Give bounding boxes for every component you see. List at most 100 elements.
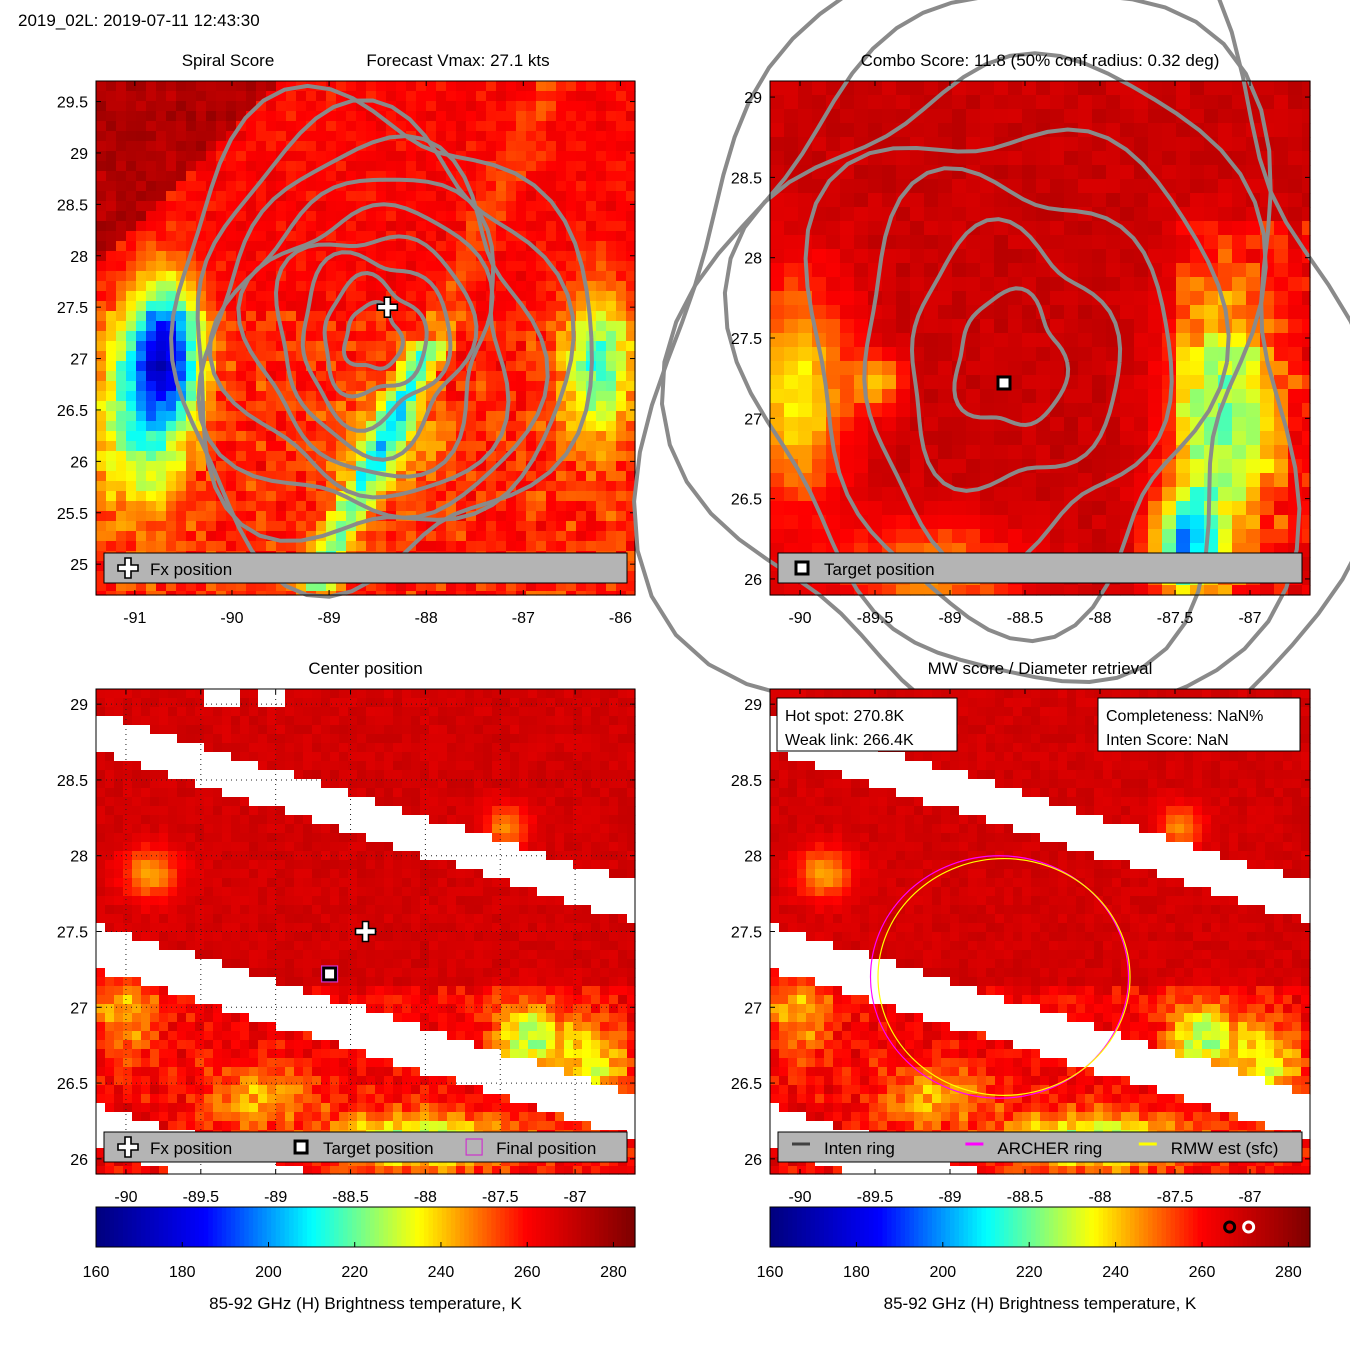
heatmap-cell [366,391,377,402]
heatmap-cell [506,501,517,512]
heatmap-cell [96,1157,106,1167]
heatmap-cell [506,111,517,122]
heatmap-cell [132,1085,142,1095]
heatmap-cell [336,521,347,532]
heatmap-cell [286,281,297,292]
heatmap-cell [1204,207,1219,222]
heatmap-cell [1106,249,1121,264]
heatmap-cell [156,191,167,202]
heatmap-cell [526,521,537,532]
heatmap-cell [966,305,981,320]
heatmap-cell [336,221,347,232]
heatmap-cell [556,421,567,432]
heatmap-cell [566,521,577,532]
heatmap-cell [446,461,457,472]
heatmap-cell [516,521,527,532]
heatmap-cell [166,191,177,202]
heatmap-cell [326,421,337,432]
heatmap-cell [506,411,517,422]
heatmap-cell [1120,193,1135,208]
heatmap-cell [376,131,387,142]
heatmap-cell [306,251,317,262]
heatmap-cell [606,171,617,182]
heatmap-cell [596,81,607,92]
heatmap-cell [616,261,627,272]
heatmap-cell [1204,515,1219,530]
heatmap-cell [784,235,799,250]
heatmap-cell [616,371,627,382]
heatmap-cell [868,221,883,236]
heatmap-cell [316,131,327,142]
heatmap-cell [506,341,517,352]
heatmap-cell [466,321,477,332]
heatmap-cell [1302,375,1311,390]
heatmap-cell [296,151,307,162]
heatmap-cell [566,431,577,442]
heatmap-cell [326,391,337,402]
heatmap-cell [105,959,115,969]
heatmap-cell [286,261,297,272]
heatmap-cell [1120,585,1135,596]
heatmap-cell [486,191,497,202]
heatmap-cell [226,451,237,462]
heatmap-cell [123,950,133,960]
heatmap-cell [476,591,487,596]
heatmap-cell [116,211,127,222]
heatmap-cell [526,341,537,352]
heatmap-cell [980,333,995,348]
heatmap-cell [141,734,151,744]
heatmap-cell [176,591,187,596]
heatmap-cell [586,421,597,432]
heatmap-cell [626,201,636,212]
heatmap-cell [826,333,841,348]
heatmap-cell [596,311,607,322]
heatmap-cell [106,361,117,372]
heatmap-cell [952,291,967,306]
heatmap-cell [286,331,297,342]
heatmap-cell [96,301,107,312]
heatmap-cell [196,481,207,492]
heatmap-cell [226,121,237,132]
heatmap-cell [416,161,427,172]
heatmap-cell [596,201,607,212]
heatmap-cell [506,351,517,362]
heatmap-cell [1246,403,1261,418]
heatmap-cell [596,511,607,522]
heatmap-cell [536,101,547,112]
heatmap-cell [476,401,487,412]
heatmap-cell [366,521,377,532]
heatmap-cell [476,141,487,152]
heatmap-cell [246,341,257,352]
heatmap-cell [166,431,177,442]
heatmap-cell [114,725,124,735]
heatmap-cell [246,81,257,92]
heatmap-cell [1204,347,1219,362]
heatmap-cell [156,301,167,312]
heatmap-cell [576,141,587,152]
heatmap-cell [446,581,457,592]
heatmap-cell [436,101,447,112]
heatmap-cell [840,403,855,418]
heatmap-cell [1162,501,1177,516]
heatmap-cell [236,91,247,102]
heatmap-cell [910,235,925,250]
heatmap-cell [496,481,507,492]
heatmap-cell [1274,221,1289,236]
heatmap-cell [159,1067,169,1077]
heatmap-cell [924,123,939,138]
heatmap-cell [186,1049,196,1059]
heatmap-cell [1064,431,1079,446]
heatmap-cell [576,311,587,322]
heatmap-cell [123,716,133,726]
heatmap-cell [606,281,617,292]
heatmap-cell [994,347,1009,362]
heatmap-cell [316,221,327,232]
heatmap-cell [346,511,357,522]
heatmap-cell [376,461,387,472]
heatmap-cell [105,968,115,978]
heatmap-cell [1204,319,1219,334]
heatmap-cell [256,591,267,596]
heatmap-cell [566,481,577,492]
heatmap-cell [206,591,217,596]
heatmap-cell [116,121,127,132]
